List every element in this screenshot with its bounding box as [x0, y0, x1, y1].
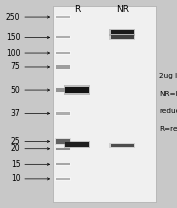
- Bar: [65, 87, 88, 93]
- Bar: [55, 51, 71, 55]
- Bar: [111, 30, 134, 34]
- Bar: [55, 163, 71, 166]
- Text: 2ug loading: 2ug loading: [159, 73, 177, 79]
- Bar: [55, 111, 71, 115]
- Text: 15: 15: [11, 160, 20, 169]
- Bar: [56, 112, 70, 115]
- Bar: [56, 178, 70, 180]
- Bar: [53, 6, 156, 202]
- Bar: [56, 52, 70, 54]
- Bar: [109, 143, 135, 148]
- Bar: [55, 15, 71, 19]
- Text: R=reduced: R=reduced: [159, 126, 177, 132]
- Bar: [64, 141, 90, 148]
- Bar: [56, 163, 70, 165]
- Text: 10: 10: [11, 174, 20, 183]
- Text: 100: 100: [6, 48, 20, 58]
- Text: 20: 20: [11, 144, 20, 153]
- Bar: [56, 139, 70, 144]
- Text: R: R: [74, 5, 80, 14]
- Text: reduced: reduced: [159, 108, 177, 114]
- Text: 50: 50: [11, 85, 20, 95]
- Bar: [111, 144, 134, 147]
- Text: 250: 250: [6, 12, 20, 22]
- Bar: [55, 87, 71, 93]
- Text: 75: 75: [11, 62, 20, 72]
- Text: NR: NR: [116, 5, 129, 14]
- Bar: [65, 142, 88, 147]
- Text: NR=Non-: NR=Non-: [159, 91, 177, 97]
- Bar: [55, 138, 71, 145]
- Bar: [56, 65, 70, 69]
- Bar: [56, 36, 70, 38]
- Bar: [64, 85, 90, 95]
- Bar: [56, 148, 70, 150]
- Bar: [55, 64, 71, 70]
- Bar: [55, 177, 71, 181]
- Text: 25: 25: [11, 137, 20, 146]
- Bar: [109, 29, 135, 36]
- Text: 37: 37: [11, 109, 20, 118]
- Bar: [109, 34, 135, 40]
- Text: 150: 150: [6, 33, 20, 42]
- Bar: [55, 36, 71, 39]
- Bar: [111, 35, 134, 39]
- Bar: [56, 16, 70, 18]
- Bar: [55, 147, 71, 150]
- Bar: [56, 88, 70, 92]
